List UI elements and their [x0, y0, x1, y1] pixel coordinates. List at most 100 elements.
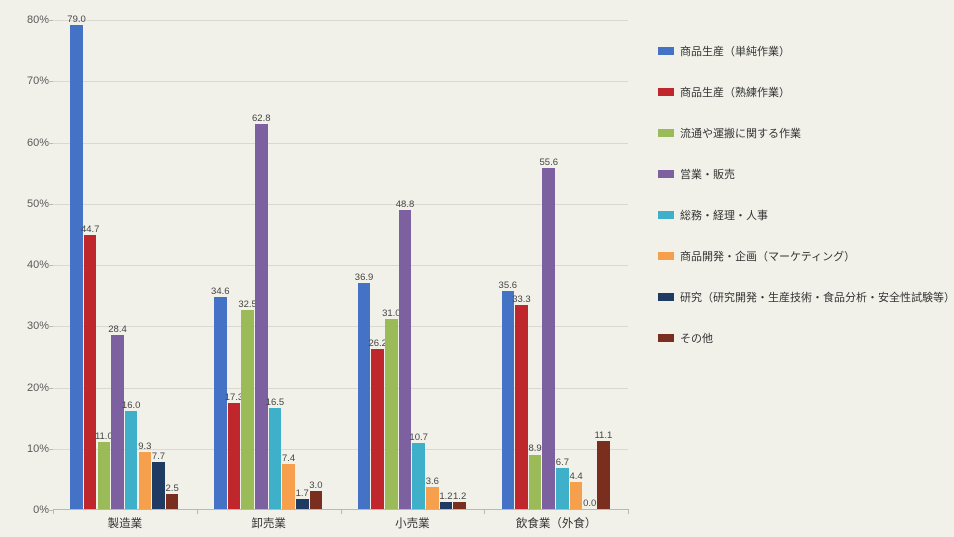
bar-value-label: 79.0	[67, 14, 86, 25]
bar	[570, 482, 583, 509]
legend-swatch	[658, 252, 674, 260]
bar	[502, 291, 515, 509]
bar-value-label: 7.7	[152, 451, 165, 462]
bar-value-label: 1.2	[439, 491, 452, 502]
bar-value-label: 11.0	[95, 431, 113, 442]
x-category-label: 製造業	[108, 515, 143, 531]
grid-line	[53, 143, 628, 144]
y-tick-mark	[48, 326, 53, 327]
legend-label: 商品生産（熟練作業）	[680, 84, 790, 100]
bar	[597, 441, 610, 509]
bar	[152, 462, 165, 509]
bar-value-label: 16.0	[122, 400, 141, 411]
bar-value-label: 1.2	[453, 491, 466, 502]
chart-container: 0%10%20%30%40%50%60%70%80%製造業79.044.711.…	[8, 8, 946, 529]
bar-value-label: 9.3	[138, 441, 151, 452]
bar-value-label: 55.6	[540, 157, 559, 168]
bar-value-label: 48.8	[396, 199, 415, 210]
legend-label: 流通や運搬に関する作業	[680, 125, 801, 141]
legend-swatch	[658, 88, 674, 96]
bar	[125, 411, 138, 509]
legend-swatch	[658, 47, 674, 55]
bar	[399, 210, 412, 509]
legend-swatch	[658, 211, 674, 219]
x-category-label: 小売業	[395, 515, 430, 531]
bar	[282, 464, 295, 509]
bar-value-label: 36.9	[355, 272, 374, 283]
y-tick-label: 30%	[13, 320, 49, 332]
x-tick-mark	[53, 509, 54, 514]
x-category-label: 卸売業	[251, 515, 286, 531]
bar	[241, 310, 254, 509]
bar	[214, 297, 227, 509]
y-tick-mark	[48, 388, 53, 389]
bar-value-label: 44.7	[81, 224, 100, 235]
bar-value-label: 7.4	[282, 453, 295, 464]
bar	[371, 349, 384, 509]
legend-item: 商品生産（熟練作業）	[658, 84, 948, 100]
bar-value-label: 1.7	[296, 488, 309, 499]
bar-value-label: 33.3	[512, 294, 531, 305]
y-tick-mark	[48, 265, 53, 266]
bar-value-label: 35.6	[499, 280, 518, 291]
bar-value-label: 16.5	[266, 397, 285, 408]
y-tick-mark	[48, 143, 53, 144]
legend: 商品生産（単純作業） 商品生産（熟練作業） 流通や運搬に関する作業営業・販売総務・経…	[658, 43, 948, 371]
bar	[529, 455, 542, 510]
legend-swatch	[658, 170, 674, 178]
bar-value-label: 6.7	[556, 457, 569, 468]
y-tick-mark	[48, 20, 53, 21]
bar	[310, 491, 323, 509]
bar	[385, 319, 398, 509]
grid-line	[53, 20, 628, 21]
legend-item: 研究（研究開発・生産技術・食品分析・安全性試験等）	[658, 289, 948, 305]
bar	[139, 452, 152, 509]
legend-item: 商品生産（単純作業）	[658, 43, 948, 59]
bar-value-label: 11.1	[594, 430, 612, 441]
x-category-label: 飲食業（外食）	[516, 515, 597, 531]
bar-value-label: 28.4	[108, 324, 127, 335]
legend-label: 研究（研究開発・生産技術・食品分析・安全性試験等）	[680, 289, 954, 305]
bar-value-label: 2.5	[166, 483, 179, 494]
bar-value-label: 3.6	[426, 476, 439, 487]
bar	[84, 235, 97, 509]
grid-line	[53, 81, 628, 82]
legend-item: その他	[658, 330, 948, 346]
bar-value-label: 62.8	[252, 113, 271, 124]
bar	[269, 408, 282, 509]
legend-item: 商品開発・企画（マーケティング）	[658, 248, 948, 264]
legend-label: 商品生産（単純作業）	[680, 43, 790, 59]
bar	[255, 124, 268, 509]
legend-item: 営業・販売	[658, 166, 948, 182]
x-tick-mark	[628, 509, 629, 514]
bar	[412, 443, 425, 509]
y-tick-mark	[48, 81, 53, 82]
y-tick-label: 20%	[13, 382, 49, 394]
y-tick-label: 40%	[13, 259, 49, 271]
bar	[166, 494, 179, 509]
bar-value-label: 10.7	[409, 432, 428, 443]
legend-label: 商品開発・企画（マーケティング）	[680, 248, 855, 264]
plot-area: 0%10%20%30%40%50%60%70%80%製造業79.044.711.…	[53, 20, 628, 510]
bar	[556, 468, 569, 509]
legend-swatch	[658, 334, 674, 342]
y-tick-label: 50%	[13, 198, 49, 210]
legend-label: その他	[680, 330, 713, 346]
y-tick-mark	[48, 204, 53, 205]
legend-item: 流通や運搬に関する作業	[658, 125, 948, 141]
bar-value-label: 8.9	[528, 443, 541, 454]
legend-label: 総務・経理・人事	[680, 207, 768, 223]
bar	[296, 499, 309, 509]
bar	[542, 168, 555, 509]
bar-value-label: 34.6	[211, 286, 230, 297]
y-tick-mark	[48, 449, 53, 450]
x-tick-mark	[197, 509, 198, 514]
legend-label: 営業・販売	[680, 166, 735, 182]
bar	[358, 283, 371, 509]
legend-swatch	[658, 129, 674, 137]
bar-value-label: 0.0	[583, 498, 596, 509]
bar	[440, 502, 453, 509]
bar	[98, 442, 111, 509]
y-tick-label: 60%	[13, 137, 49, 149]
bar-value-label: 4.4	[569, 471, 582, 482]
